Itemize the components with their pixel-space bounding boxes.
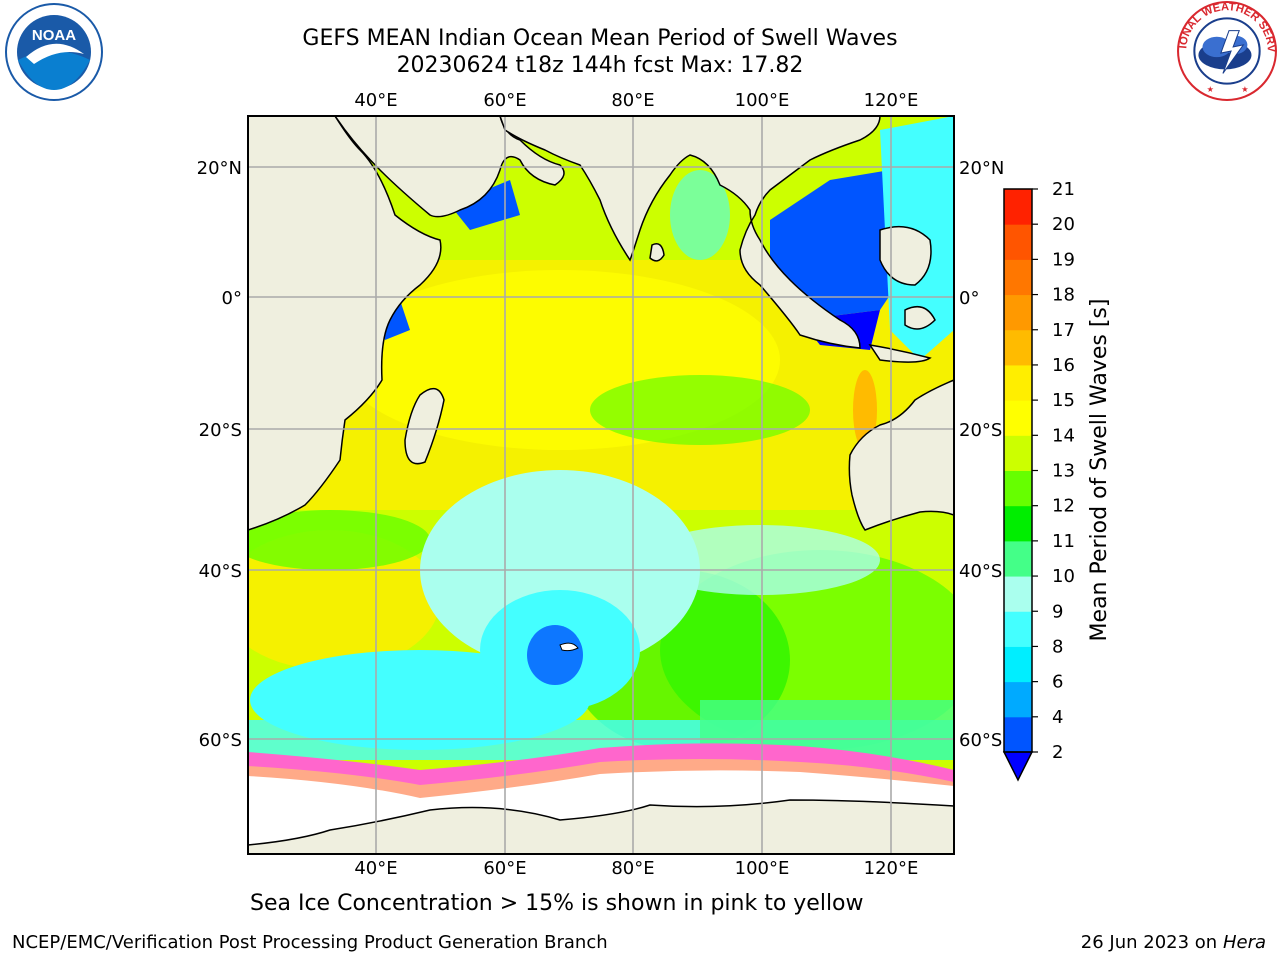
colorbar-label: 12 xyxy=(1052,496,1075,517)
lon-tick-bottom: 80°E xyxy=(611,858,654,879)
chart-title: GEFS MEAN Indian Ocean Mean Period of Sw… xyxy=(302,26,898,51)
colorbar-label: 4 xyxy=(1052,707,1063,728)
colorbar-label: 16 xyxy=(1052,355,1075,376)
colorbar-label: 13 xyxy=(1052,461,1075,482)
colorbar-segment xyxy=(1004,716,1032,753)
colorbar-segment xyxy=(1004,470,1032,507)
sea-ice-note: Sea Ice Concentration > 15% is shown in … xyxy=(250,891,864,916)
colorbar-segment xyxy=(1004,329,1032,366)
lat-tick-right: 20°N xyxy=(959,158,1004,179)
land-africa xyxy=(248,116,442,531)
lon-tick-top: 100°E xyxy=(735,90,790,111)
lat-tick-left: 60°S xyxy=(199,730,242,751)
colorbar-segment xyxy=(1004,646,1032,683)
colorbar-segment xyxy=(1004,400,1032,436)
footer-host: Hera xyxy=(1222,932,1266,953)
colorbar-label: 15 xyxy=(1052,390,1075,411)
colorbar-label: 8 xyxy=(1052,636,1063,657)
colorbar-label: 14 xyxy=(1052,425,1075,446)
colorbar-segment xyxy=(1004,364,1032,401)
colorbar-label: 17 xyxy=(1052,320,1075,341)
colorbar-label: 19 xyxy=(1052,249,1075,270)
nws-logo-icon: NATIONAL WEATHER SERVICE ★ ★ xyxy=(1176,0,1277,101)
colorbar-segment xyxy=(1004,681,1032,718)
svg-text:★: ★ xyxy=(1207,84,1214,94)
colorbar-segment xyxy=(1004,576,1032,612)
noaa-logo-icon: NOAA xyxy=(5,3,103,101)
map-frame xyxy=(247,115,955,855)
map-field xyxy=(248,116,954,854)
lat-ticks-left: 20°N 0° 20°S 40°S 60°S xyxy=(197,158,242,751)
lon-tick-bottom: 100°E xyxy=(735,858,790,879)
lat-tick-right: 40°S xyxy=(959,561,1002,582)
colorbar-label: 20 xyxy=(1052,214,1075,235)
colorbar-label: 9 xyxy=(1052,601,1063,622)
colorbar-segment xyxy=(1004,224,1032,260)
colorbar-segment xyxy=(1004,435,1032,471)
noaa-logo-text: NOAA xyxy=(32,27,76,44)
map-gridlines xyxy=(248,116,954,854)
lat-tick-right: 20°S xyxy=(959,420,1002,441)
lon-tick-top: 40°E xyxy=(354,90,397,111)
colorbar-segment xyxy=(1004,189,1032,225)
lat-tick-left: 0° xyxy=(222,288,242,309)
chart-subtitle-date: 20230624 t18z 144h fcst Max: 17.82 xyxy=(396,53,804,78)
colorbar-segment xyxy=(1004,540,1032,577)
lat-ticks-right: 20°N 0° 20°S 40°S 60°S xyxy=(959,158,1004,751)
lon-tick-top: 60°E xyxy=(483,90,526,111)
footer-date: 26 Jun 2023 on Hera xyxy=(1081,932,1266,953)
lon-tick-bottom: 60°E xyxy=(483,858,526,879)
colorbar-segment xyxy=(1004,611,1032,647)
lon-tick-bottom: 120°E xyxy=(864,858,919,879)
lat-tick-right: 0° xyxy=(959,288,979,309)
svg-text:★: ★ xyxy=(1241,84,1248,94)
land-madagascar xyxy=(404,387,445,465)
colorbar: 2 4 6 8 9 10 11 12 13 14 15 16 17 18 19 20 21 xyxy=(1002,179,1075,782)
lon-tick-top: 120°E xyxy=(864,90,919,111)
colorbar-segment xyxy=(1004,505,1032,542)
colorbar-segment xyxy=(1004,294,1032,331)
lon-tick-bottom: 40°E xyxy=(354,858,397,879)
colorbar-under-arrow xyxy=(1002,751,1034,782)
lon-tick-top: 80°E xyxy=(611,90,654,111)
footer-credit: NCEP/EMC/Verification Post Processing Pr… xyxy=(12,932,608,953)
footer-date-text: 26 Jun 2023 on xyxy=(1080,932,1218,953)
lat-tick-right: 60°S xyxy=(959,730,1002,751)
lat-tick-left: 20°S xyxy=(199,420,242,441)
colorbar-label: 21 xyxy=(1052,179,1075,200)
land-australia xyxy=(848,379,954,531)
colorbar-label: 2 xyxy=(1052,742,1063,763)
lon-ticks-top: 40°E 60°E 80°E 100°E 120°E xyxy=(354,90,918,111)
lat-tick-left: 40°S xyxy=(199,561,242,582)
colorbar-title: Mean Period of Swell Waves [s] xyxy=(1087,299,1112,642)
colorbar-label: 6 xyxy=(1052,672,1063,693)
colorbar-label: 18 xyxy=(1052,285,1075,306)
colorbar-segment xyxy=(1004,259,1032,296)
colorbar-label: 10 xyxy=(1052,566,1075,587)
lon-ticks-bottom: 40°E 60°E 80°E 100°E 120°E xyxy=(354,858,918,879)
lat-tick-left: 20°N xyxy=(197,158,242,179)
colorbar-label: 11 xyxy=(1052,531,1075,552)
